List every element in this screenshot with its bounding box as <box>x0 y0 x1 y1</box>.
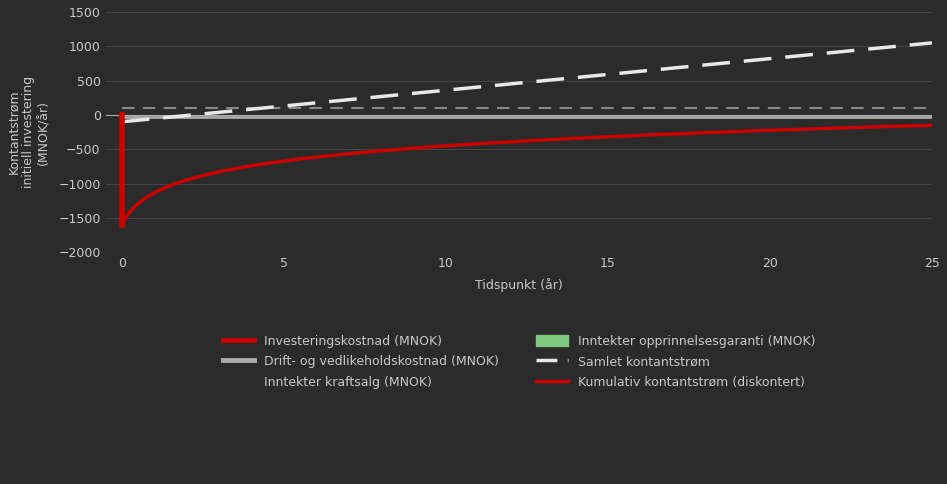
X-axis label: Tidspunkt (år): Tidspunkt (år) <box>475 278 563 292</box>
Y-axis label: Kontantstrøm
initiell investering
(MNOK/år): Kontantstrøm initiell investering (MNOK/… <box>7 76 50 188</box>
Legend: Investeringskostnad (MNOK), Drift- og vedlikeholdskostnad (MNOK), Inntekter kraf: Investeringskostnad (MNOK), Drift- og ve… <box>216 329 821 395</box>
